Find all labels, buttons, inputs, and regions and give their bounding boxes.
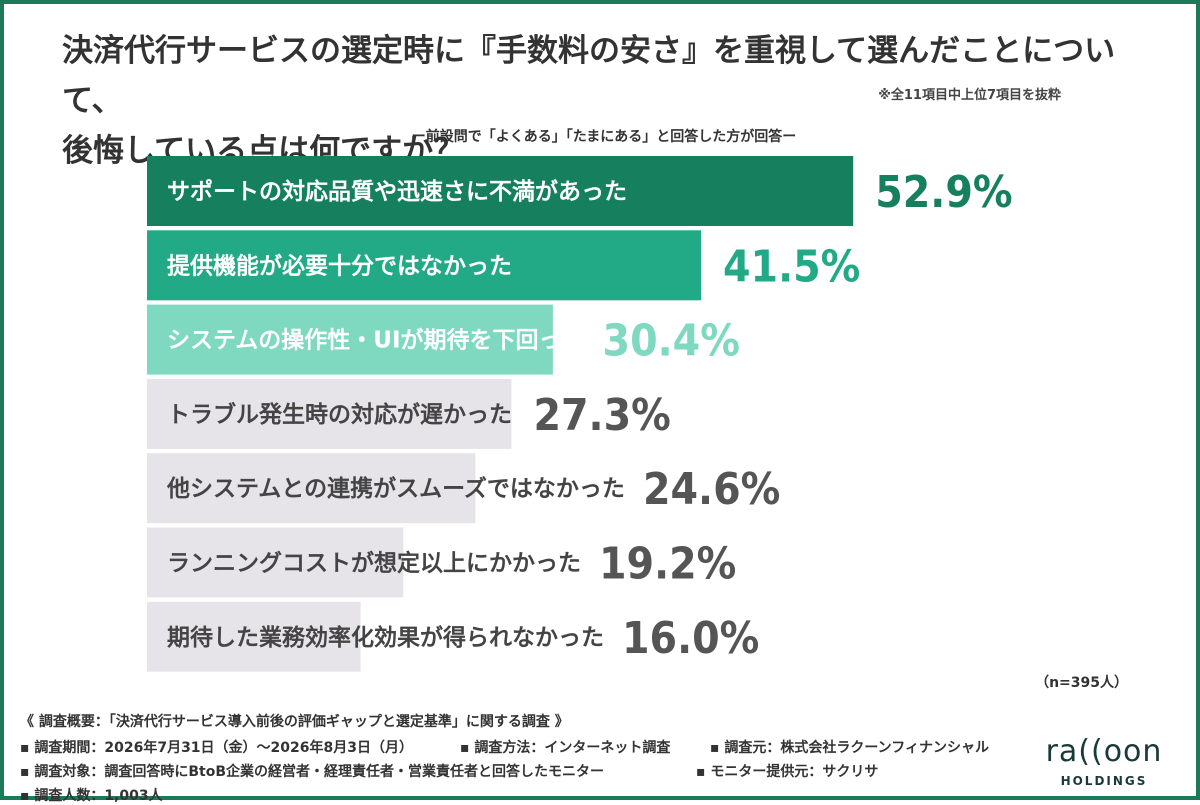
bar-label-2: 提供機能が必要十分ではなかった xyxy=(167,252,512,279)
bar-1 xyxy=(147,156,854,226)
bar-chart: サポートの対応品質や迅速さに不満があった 52.9% 提供機能が必要十分ではなかった… xyxy=(147,156,1013,672)
raccoon-holdings-logo: ra((oon HOLDINGS xyxy=(1034,734,1174,790)
bar-2 xyxy=(147,230,702,301)
survey-summary: 《 調査概要：「決済代行サービス導入前後の評価ギャップと選定基準」に関する調査 … xyxy=(20,714,569,730)
bar-5 xyxy=(147,453,476,524)
chart-title: 決済代行サービスの選定時に『手数料の安さ』を重視して選んだことについて、 後悔し… xyxy=(62,26,1162,176)
monitor-provider: ▪ モニター提供元：サクリサ xyxy=(696,764,879,780)
value-label-6: 19.2% xyxy=(599,539,736,590)
survey-count: ▪ 調査人数：1,003人 xyxy=(20,788,163,804)
bar-3 xyxy=(147,304,553,375)
logo-wordmark: ra((oon xyxy=(1045,734,1163,769)
survey-period: ▪ 調査期間：2026年7月31日（金）〜2026年8月3日（月） xyxy=(20,740,413,756)
chart-subtitle: ー前設問で「よくある」「たまにある」と回答した方が回答ー xyxy=(411,129,797,145)
survey-method: ▪ 調査方法：インターネット調査 xyxy=(460,740,671,756)
value-label-2: 41.5% xyxy=(723,241,860,292)
bar-4 xyxy=(147,378,512,449)
survey-source: ▪ 調査元：株式会社ラクーンフィナンシャル xyxy=(710,740,989,756)
value-label-7: 16.0% xyxy=(622,613,759,664)
logo-subtext: HOLDINGS xyxy=(1060,774,1148,788)
selection-note: ※全11項目中上位7項目を抜粋 xyxy=(878,88,1061,103)
bar-label-3: システムの操作性・UIが期待を下回った xyxy=(167,327,585,354)
bar-label-1: サポートの対応品質や迅速さに不満があった xyxy=(167,178,627,205)
bar-label-6: ランニングコストが想定以上にかかった xyxy=(167,550,581,577)
value-label-1: 52.9% xyxy=(875,167,1012,218)
bar-label-7: 期待した業務効率化効果が得られなかった xyxy=(167,624,604,651)
survey-target: ▪ 調査対象：調査回答時にBtoB企業の経営者・経理責任者・営業責任者と回答した… xyxy=(20,764,605,780)
value-label-3: 30.4% xyxy=(603,316,740,367)
bar-label-4: トラブル発生時の対応が遅かった xyxy=(167,401,512,428)
sample-size-label: （n=395人） xyxy=(1035,675,1128,691)
bar-label-5: 他システムとの連携がスムーズではなかった xyxy=(166,475,625,502)
bar-6 xyxy=(147,527,404,598)
value-label-5: 24.6% xyxy=(643,464,780,515)
bar-7 xyxy=(147,601,361,672)
value-label-4: 27.3% xyxy=(533,390,670,441)
title-line-1: 決済代行サービスの選定時に『手数料の安さ』を重視して選んだことについて、 xyxy=(62,33,1116,119)
